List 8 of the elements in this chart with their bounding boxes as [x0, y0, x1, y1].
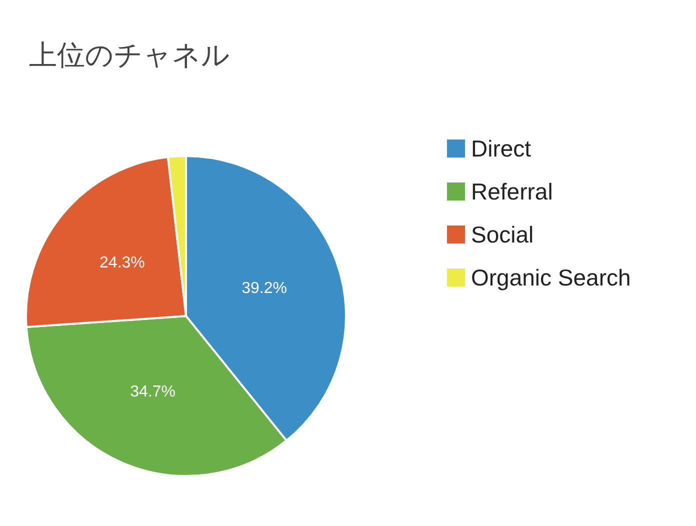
legend-label: Referral: [471, 178, 553, 204]
legend-label: Organic Search: [471, 264, 631, 290]
data-label: 39.2%: [242, 280, 287, 297]
data-label: 34.7%: [130, 384, 176, 401]
data-label: 24.3%: [100, 254, 145, 272]
chart-title: 上位のチャネル: [29, 38, 230, 72]
legend-label: Social: [471, 222, 534, 248]
legend-label: Direct: [471, 136, 532, 162]
